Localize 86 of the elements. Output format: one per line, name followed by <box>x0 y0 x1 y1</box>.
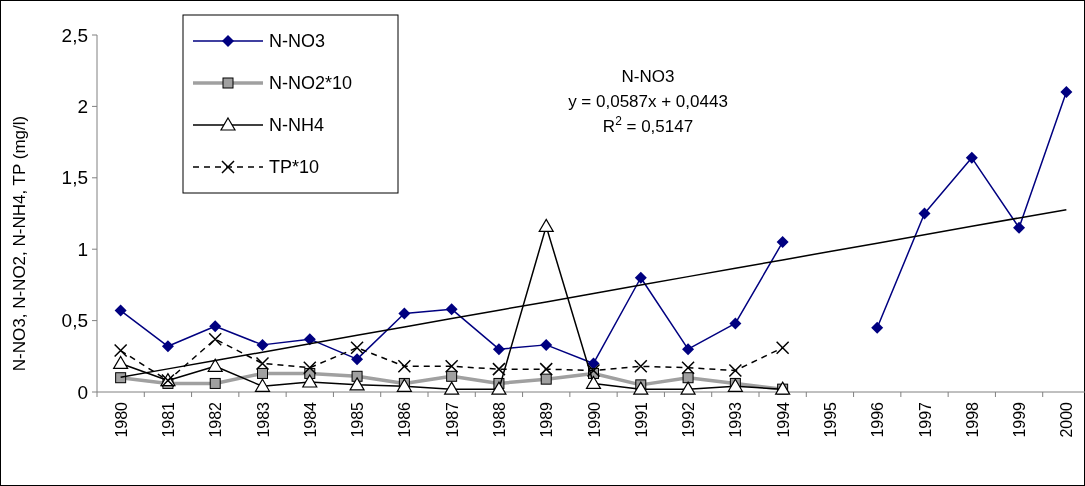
point <box>351 353 364 366</box>
y-tick-label: 2,5 <box>61 24 88 46</box>
point <box>257 367 268 379</box>
x-tick-label: 1989 <box>538 401 556 438</box>
point <box>540 373 552 385</box>
point <box>256 338 269 351</box>
x-tick-label: 1990 <box>585 401 603 438</box>
x-tick-label: 1996 <box>869 401 887 438</box>
legend-label: N-NO2*10 <box>269 73 353 94</box>
legend-label: TP*10 <box>269 157 320 178</box>
x-tick-label: 1981 <box>159 401 177 438</box>
y-axis-title: N-NO3, N-NO2, N-NH4, TP (mg/l) <box>10 115 29 372</box>
point <box>682 343 695 356</box>
point <box>349 377 365 391</box>
point <box>492 343 505 356</box>
x-tick-label: 1987 <box>443 401 461 438</box>
point <box>539 362 553 376</box>
point <box>209 377 221 389</box>
point <box>776 236 789 249</box>
point <box>775 340 790 355</box>
point <box>491 381 507 395</box>
annotation: N-NO3 <box>621 67 675 86</box>
x-tick-label: 1984 <box>301 401 319 438</box>
y-tick-label: 0 <box>77 381 88 403</box>
point <box>209 320 222 333</box>
point <box>540 338 553 351</box>
point <box>161 340 174 353</box>
x-tick-label: 2000 <box>1058 401 1076 438</box>
point <box>634 271 647 284</box>
point <box>397 359 412 374</box>
y-tick-label: 1 <box>77 238 88 260</box>
x-tick-label: 1992 <box>680 401 698 438</box>
y-tick-label: 2 <box>77 96 88 118</box>
point <box>492 362 506 376</box>
legend-label: N-NH4 <box>269 115 325 136</box>
point <box>585 375 602 390</box>
point <box>114 304 127 317</box>
x-tick-label: 1983 <box>254 401 272 438</box>
x-tick-label: 1998 <box>963 401 981 438</box>
x-tick-label: 1982 <box>207 401 225 438</box>
point <box>302 374 318 388</box>
x-tick-label: 1986 <box>396 401 414 438</box>
point <box>303 333 316 346</box>
point <box>587 357 600 370</box>
y-tick-label: 0,5 <box>61 310 88 332</box>
point <box>586 363 601 378</box>
point <box>728 363 743 378</box>
annotation: R$^{2}$ = 0,5147 <box>602 114 694 136</box>
point <box>538 218 554 232</box>
x-tick-label: 1999 <box>1011 401 1029 438</box>
point <box>1060 86 1073 99</box>
x-tick-label: 1995 <box>821 401 839 438</box>
point <box>965 151 978 164</box>
annotation: y = 0,0587x + 0,0443 <box>568 92 728 111</box>
x-tick-label: 1985 <box>349 401 367 438</box>
point <box>918 207 931 220</box>
point <box>398 307 411 320</box>
x-tick-label: 1980 <box>112 401 130 438</box>
point <box>444 381 460 395</box>
point <box>207 358 223 372</box>
x-tick-label: 1988 <box>490 401 508 438</box>
point <box>729 317 742 330</box>
point <box>255 356 270 371</box>
point <box>1013 221 1026 234</box>
legend-label: N-NO3 <box>269 31 326 52</box>
point <box>113 355 129 370</box>
point <box>634 359 648 374</box>
point <box>115 372 127 384</box>
point <box>350 340 364 355</box>
y-tick-label: 1,5 <box>61 167 88 189</box>
point <box>871 321 884 334</box>
x-tick-label: 1994 <box>774 401 792 438</box>
point <box>113 343 128 358</box>
x-tick-label: 1991 <box>632 401 650 438</box>
point <box>208 332 222 346</box>
point <box>633 381 649 395</box>
point <box>445 303 458 316</box>
point <box>254 378 271 392</box>
point <box>682 372 694 384</box>
x-tick-label: 1997 <box>916 401 934 438</box>
point <box>446 370 458 382</box>
point <box>303 360 317 375</box>
x-tick-label: 1993 <box>727 401 745 438</box>
point <box>444 359 459 374</box>
point <box>681 360 695 375</box>
point <box>680 381 696 395</box>
